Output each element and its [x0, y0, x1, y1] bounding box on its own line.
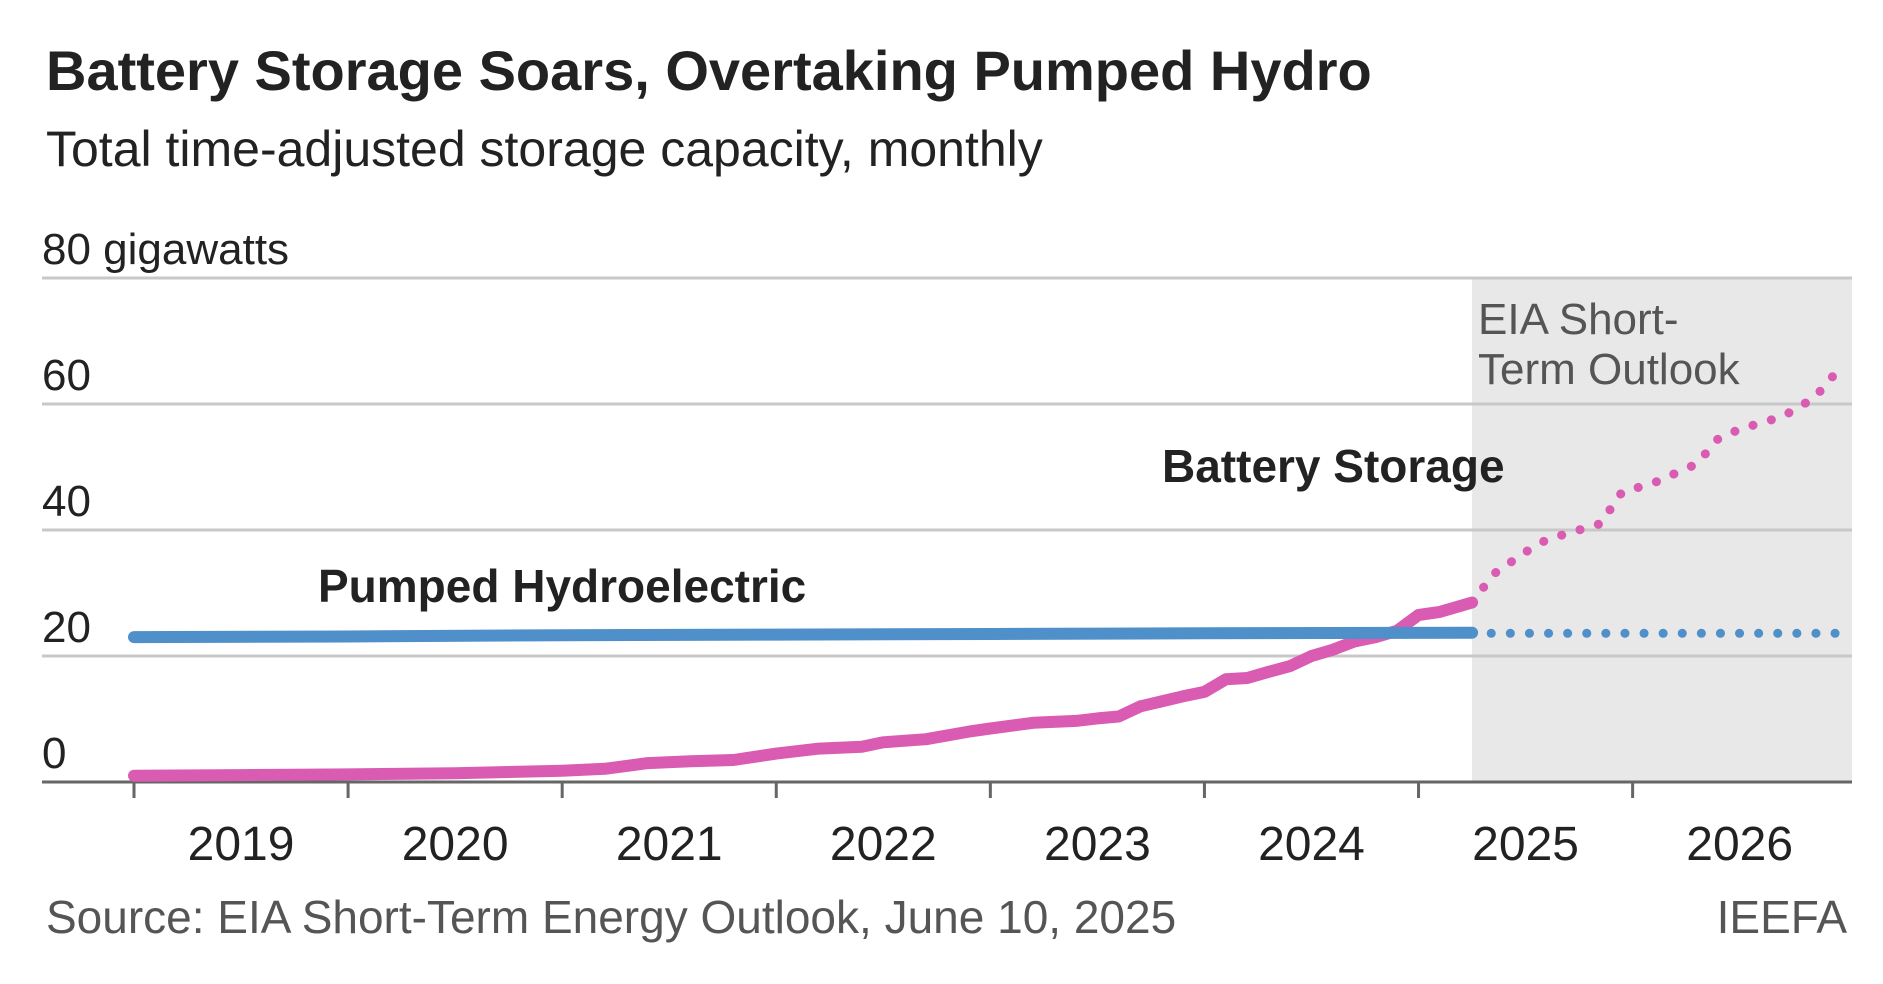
y-tick-label-20: 20	[42, 603, 91, 652]
battery-storage-historical-line	[128, 596, 1479, 782]
chart-labels: Battery Storage Pumped Hydroelectric EIA S…	[318, 295, 1741, 612]
pumped-hydro-label: Pumped Hydroelectric	[318, 560, 806, 612]
x-tick-label-2021: 2021	[616, 818, 723, 871]
x-tick-label-2022: 2022	[830, 818, 937, 871]
forecast-label-line-1: EIA Short-	[1478, 295, 1679, 344]
x-tick-label-2023: 2023	[1044, 818, 1151, 871]
pumped-hydroelectric-historical-line	[128, 626, 1479, 644]
forecast-label-line-2: Term Outlook	[1478, 345, 1741, 394]
x-tick-label-2019: 2019	[188, 818, 295, 871]
brand-credit: IEEFA	[1716, 891, 1847, 943]
y-tick-label-0: 0	[42, 729, 66, 778]
chart-subtitle: Total time-adjusted storage capacity, mo…	[46, 121, 1043, 177]
x-tick-label-2025: 2025	[1472, 818, 1579, 871]
series-lines	[128, 368, 1841, 782]
battery-storage-label: Battery Storage	[1162, 440, 1505, 492]
y-tick-label-60: 60	[42, 351, 91, 400]
x-tick-label-2020: 2020	[402, 818, 509, 871]
source-note: Source: EIA Short-Term Energy Outlook, J…	[46, 891, 1177, 943]
chart-title: Battery Storage Soars, Overtaking Pumped…	[46, 39, 1372, 102]
x-tick-label-2026: 2026	[1686, 818, 1793, 871]
x-tick-label-2024: 2024	[1258, 818, 1365, 871]
battery-storage-forecast-line	[1467, 368, 1841, 607]
y-tick-label-40: 40	[42, 477, 91, 526]
y-tick-label-80: 80 gigawatts	[42, 225, 289, 274]
x-axis: 2019 2020 2021 2022 2023 2024 2025 2026	[132, 782, 1793, 871]
gridlines: 0 20 40 60 80 gigawatts	[42, 225, 1852, 784]
